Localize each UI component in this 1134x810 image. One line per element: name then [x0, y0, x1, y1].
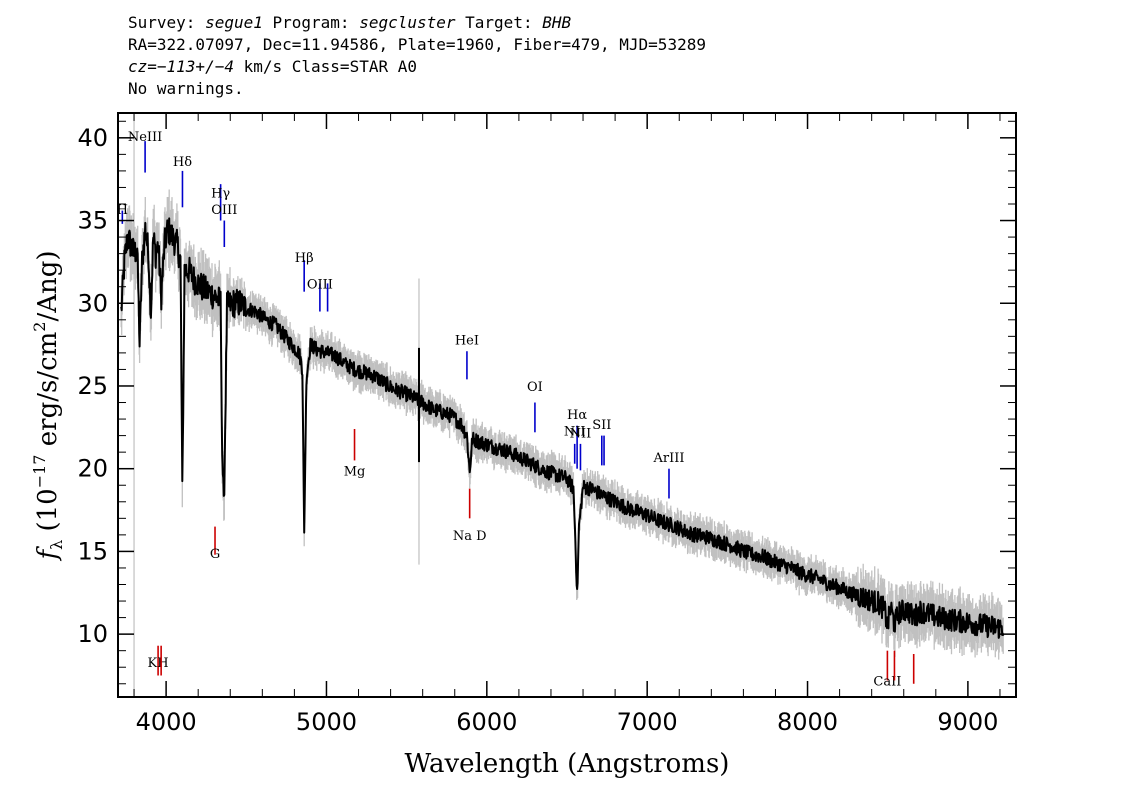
- y-tick-label: 40: [77, 124, 108, 152]
- line-label: Hα: [567, 408, 587, 423]
- header-line-2: RA=322.07097, Dec=11.94586, Plate=1960, …: [128, 35, 706, 54]
- error-band: [120, 113, 1004, 697]
- x-tick-label: 9000: [937, 708, 998, 736]
- survey-label: Survey:: [128, 13, 206, 32]
- line-label: CaII: [873, 674, 901, 689]
- survey-value: segue1: [205, 13, 263, 32]
- flux-line: [120, 217, 1005, 639]
- y-tick-label: 10: [77, 620, 108, 648]
- redshift-value: cz=−113+/−4: [128, 57, 234, 76]
- line-label: HeI: [455, 334, 479, 349]
- program-value: segcluster: [359, 13, 456, 32]
- line-label: NII: [570, 426, 592, 441]
- line-label: Hγ: [211, 186, 230, 201]
- y-tick-label: 30: [77, 289, 108, 317]
- x-tick-label: 7000: [617, 708, 678, 736]
- y-tick-label: 25: [77, 372, 108, 400]
- line-label: KH: [148, 656, 169, 671]
- header-line-4: No warnings.: [128, 79, 244, 98]
- line-label: H: [117, 203, 128, 218]
- class-text: km/s Class=STAR A0: [233, 57, 417, 76]
- target-label: Target:: [455, 13, 543, 32]
- line-label: Na D: [453, 529, 487, 544]
- y-tick-label: 35: [77, 207, 108, 235]
- axis-ticks: 4000 5000 6000 7000 8000 9000 10 15 20 25 30 35 40: [77, 113, 1016, 736]
- line-label: Hβ: [295, 251, 314, 266]
- line-label: ArIII: [652, 451, 684, 466]
- line-label: NeIII: [128, 130, 162, 145]
- line-label: NII: [564, 425, 586, 440]
- target-value: BHB: [542, 13, 572, 32]
- x-tick-label: 4000: [136, 708, 197, 736]
- error-band-path: [120, 189, 1004, 660]
- spectrum-header: Survey: segue1 Program: segcluster Targe…: [128, 12, 706, 100]
- line-label: OIII: [211, 203, 237, 218]
- x-tick-label: 5000: [296, 708, 357, 736]
- x-tick-label: 6000: [456, 708, 517, 736]
- x-axis-label: Wavelength (Angstroms): [405, 749, 730, 779]
- line-label: SII: [592, 418, 611, 433]
- program-label: Program:: [262, 13, 360, 32]
- y-tick-label: 20: [77, 455, 108, 483]
- line-label: G: [210, 547, 220, 562]
- y-axis-label: fλ (10−17 erg/s/cm2/Ang): [30, 250, 66, 561]
- line-label: Hδ: [173, 155, 192, 170]
- y-tick-label: 15: [77, 537, 108, 565]
- flux-series: [120, 217, 1005, 639]
- line-label: OI: [527, 380, 543, 395]
- x-tick-label: 8000: [777, 708, 838, 736]
- line-label: OIII: [307, 277, 333, 292]
- line-label: Mg: [344, 464, 366, 479]
- plot-frame: [117, 112, 1017, 698]
- header-line-1: Survey: segue1 Program: segcluster Targe…: [128, 12, 706, 34]
- header-line-3: cz=−113+/−4 km/s Class=STAR A0: [128, 56, 706, 78]
